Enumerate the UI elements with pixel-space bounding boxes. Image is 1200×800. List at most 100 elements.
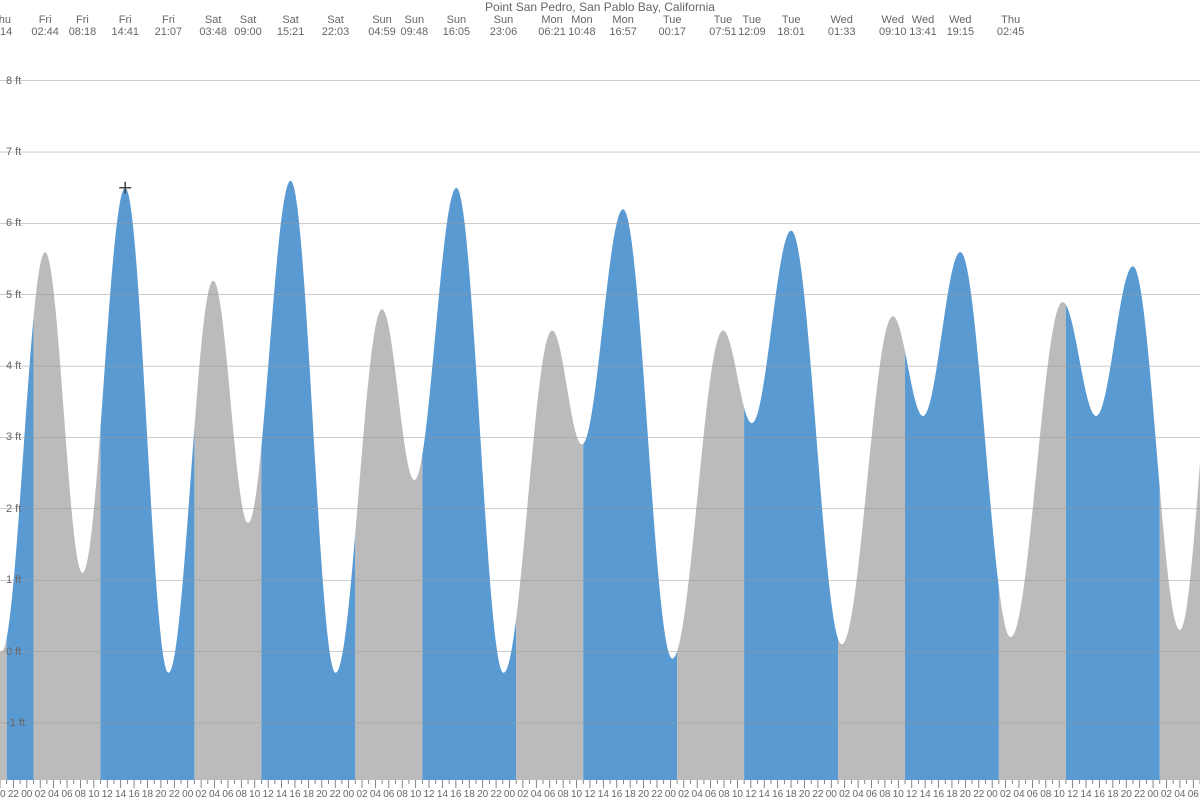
x-axis-label: 20	[960, 789, 971, 800]
x-axis-label: 22	[651, 789, 662, 800]
x-axis-label: 00	[21, 789, 32, 800]
night-tide-fill	[194, 280, 261, 780]
x-axis-label: 16	[289, 789, 300, 800]
x-axis-label: 16	[450, 789, 461, 800]
x-axis-label: 08	[718, 789, 729, 800]
y-axis-label: 6 ft	[6, 217, 21, 229]
x-axis-label: 12	[263, 789, 274, 800]
x-axis-label: 08	[397, 789, 408, 800]
x-axis-label: 00	[826, 789, 837, 800]
x-axis-label: 18	[303, 789, 314, 800]
x-axis-label: 04	[1013, 789, 1024, 800]
x-axis-label: 06	[705, 789, 716, 800]
night-tide-fill	[0, 638, 7, 780]
y-axis-label: -1 ft	[6, 717, 25, 729]
x-axis-label: 12	[102, 789, 113, 800]
x-axis-label: 14	[1080, 789, 1091, 800]
x-axis-label: 18	[142, 789, 153, 800]
x-axis-label: 10	[732, 789, 743, 800]
tide-event-label: Tue12:09	[738, 14, 766, 38]
x-axis-label: 22	[1134, 789, 1145, 800]
chart-svg	[0, 0, 1200, 800]
x-axis-label: 22	[8, 789, 19, 800]
tide-event-label: Tue00:17	[659, 14, 687, 38]
x-axis-label: 16	[1094, 789, 1105, 800]
tide-event-label: Sat15:21	[277, 14, 305, 38]
night-tide-fill	[1160, 462, 1200, 780]
x-axis-label: 06	[544, 789, 555, 800]
chart-title: Point San Pedro, San Pablo Bay, Californ…	[0, 0, 1200, 14]
night-tide-fill	[516, 330, 583, 780]
night-tide-fill	[999, 302, 1066, 780]
tide-event-label: Tue18:01	[777, 14, 805, 38]
x-axis-label: 02	[839, 789, 850, 800]
day-tide-fill	[1066, 266, 1160, 780]
x-axis-label: 00	[987, 789, 998, 800]
x-axis-label: 10	[1054, 789, 1065, 800]
x-axis-label: 18	[625, 789, 636, 800]
x-axis-label: 00	[343, 789, 354, 800]
x-axis-label: 16	[129, 789, 140, 800]
y-axis-label: 1 ft	[6, 574, 21, 586]
x-axis-label: 04	[1174, 789, 1185, 800]
tide-event-label: Wed19:15	[947, 14, 975, 38]
x-axis-label: 06	[1027, 789, 1038, 800]
x-axis-label: 10	[571, 789, 582, 800]
x-axis-label: 20	[1121, 789, 1132, 800]
night-tide-fill	[677, 330, 744, 780]
y-axis-label: 4 ft	[6, 360, 21, 372]
x-axis-label: 02	[356, 789, 367, 800]
x-axis-label: 10	[893, 789, 904, 800]
day-tide-fill	[422, 188, 516, 780]
y-axis-label: 7 ft	[6, 146, 21, 158]
x-axis-label: 18	[785, 789, 796, 800]
x-axis-label: 04	[692, 789, 703, 800]
x-axis-label: 12	[906, 789, 917, 800]
x-axis-label: 06	[61, 789, 72, 800]
x-axis-label: 10	[249, 789, 260, 800]
x-axis-label: 22	[491, 789, 502, 800]
tide-event-label: Sun09:48	[401, 14, 429, 38]
tide-event-label: Thu02:45	[997, 14, 1025, 38]
tide-event-label: Wed13:41	[909, 14, 937, 38]
x-axis-label: 12	[423, 789, 434, 800]
tide-event-label: Sun16:05	[443, 14, 471, 38]
tide-event-label: Mon06:21	[538, 14, 566, 38]
x-axis-label: 18	[464, 789, 475, 800]
tide-event-label: Fri02:44	[31, 14, 59, 38]
y-axis-label: 3 ft	[6, 431, 21, 443]
day-tide-fill	[7, 318, 34, 780]
x-axis-label: 18	[946, 789, 957, 800]
high-tide-marker	[119, 182, 131, 194]
x-axis-label: 14	[759, 789, 770, 800]
x-axis-label: 00	[1148, 789, 1159, 800]
y-axis-label: 8 ft	[6, 75, 21, 87]
tide-event-label: Sun23:06	[490, 14, 518, 38]
night-tide-fill	[838, 316, 905, 780]
tide-chart: Point San Pedro, San Pablo Bay, Californ…	[0, 0, 1200, 800]
night-tide-fill	[355, 309, 422, 780]
x-axis-label: 20	[638, 789, 649, 800]
tide-event-label: Sun04:59	[368, 14, 396, 38]
x-axis-label: 12	[1067, 789, 1078, 800]
x-axis-label: 20	[799, 789, 810, 800]
x-axis-label: 14	[437, 789, 448, 800]
x-axis-label: 22	[973, 789, 984, 800]
tide-event-label: Mon10:48	[568, 14, 596, 38]
x-axis-label: 18	[1107, 789, 1118, 800]
x-axis-label: 04	[209, 789, 220, 800]
x-axis-label: 04	[48, 789, 59, 800]
y-axis-label: 5 ft	[6, 289, 21, 301]
x-axis-label: 04	[531, 789, 542, 800]
tide-event-label: Thu0:14	[0, 14, 12, 38]
x-axis-label: 02	[196, 789, 207, 800]
tide-event-label: Wed09:10	[879, 14, 907, 38]
x-axis-label: 12	[584, 789, 595, 800]
tide-event-label: Mon16:57	[609, 14, 637, 38]
x-axis-label: 22	[812, 789, 823, 800]
x-axis-label: 08	[1040, 789, 1051, 800]
x-axis-label: 02	[678, 789, 689, 800]
tide-event-label: Sat09:00	[234, 14, 262, 38]
x-axis-label: 02	[35, 789, 46, 800]
x-axis-label: 14	[920, 789, 931, 800]
